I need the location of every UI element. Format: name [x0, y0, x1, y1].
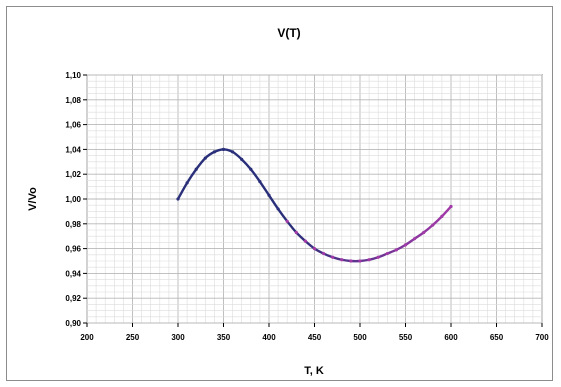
data-point: [185, 181, 189, 185]
data-point: [276, 207, 280, 211]
data-point: [258, 180, 262, 184]
data-point: [322, 251, 326, 256]
data-point: [194, 167, 198, 171]
y-axis-title: V/Vo: [27, 187, 39, 211]
y-tick-label: 0,90: [65, 319, 81, 328]
data-point: [358, 259, 362, 263]
data-point: [413, 237, 417, 241]
y-tick-label: 0,92: [65, 294, 81, 303]
y-tick-label: 1,02: [65, 170, 81, 179]
data-point: [422, 230, 426, 235]
y-tick-label: 1,10: [65, 71, 81, 80]
y-tick-label: 0,94: [65, 269, 81, 278]
x-tick-labels: 200 250 300 350 400 450 500 550 600 650 700: [80, 333, 549, 342]
chart-title: V(T): [277, 26, 300, 40]
data-point: [331, 255, 335, 259]
data-point: [240, 157, 244, 161]
y-tick-label: 1,08: [65, 96, 81, 105]
x-tick-label: 550: [399, 333, 413, 342]
y-tick-label: 1,06: [65, 121, 81, 130]
axis-ticks: [83, 74, 543, 327]
x-tick-label: 700: [535, 333, 549, 342]
x-tick-label: 450: [308, 333, 322, 342]
data-point: [340, 258, 344, 262]
x-tick-label: 350: [217, 333, 231, 342]
x-tick-label: 650: [490, 333, 504, 342]
y-tick-label: 0,96: [65, 245, 81, 254]
x-tick-label: 250: [126, 333, 140, 342]
x-tick-label: 200: [80, 333, 94, 342]
data-point: [203, 156, 207, 160]
x-tick-label: 600: [444, 333, 458, 342]
data-point: [312, 247, 317, 251]
data-point: [440, 214, 444, 218]
x-tick-label: 300: [171, 333, 185, 342]
data-point: [367, 258, 371, 262]
data-point: [403, 243, 408, 247]
y-tick-label: 0,98: [65, 220, 81, 229]
data-point: [176, 197, 180, 201]
y-tick-label: 1,00: [65, 195, 81, 204]
x-axis-title: T, K: [304, 365, 324, 377]
data-point: [221, 147, 226, 151]
data-point: [231, 150, 235, 154]
data-point: [449, 204, 453, 209]
data-point: [394, 248, 398, 252]
y-tick-labels: 0,90 0,92 0,94 0,96 0,98 1,00 1,02 1,04 1,06 1,08…: [65, 71, 81, 328]
data-point: [303, 239, 307, 243]
data-point: [385, 251, 389, 256]
series-group: [176, 147, 453, 263]
data-point: [376, 255, 380, 259]
data-point: [294, 230, 298, 235]
y-tick-label: 1,04: [65, 145, 81, 154]
data-point: [285, 219, 289, 223]
data-point: [349, 259, 353, 263]
x-tick-label: 400: [262, 333, 276, 342]
data-point: [249, 167, 253, 171]
data-point: [212, 150, 216, 154]
data-point: [267, 193, 271, 197]
x-tick-label: 500: [353, 333, 367, 342]
grid: [86, 74, 543, 324]
data-point: [431, 223, 435, 227]
